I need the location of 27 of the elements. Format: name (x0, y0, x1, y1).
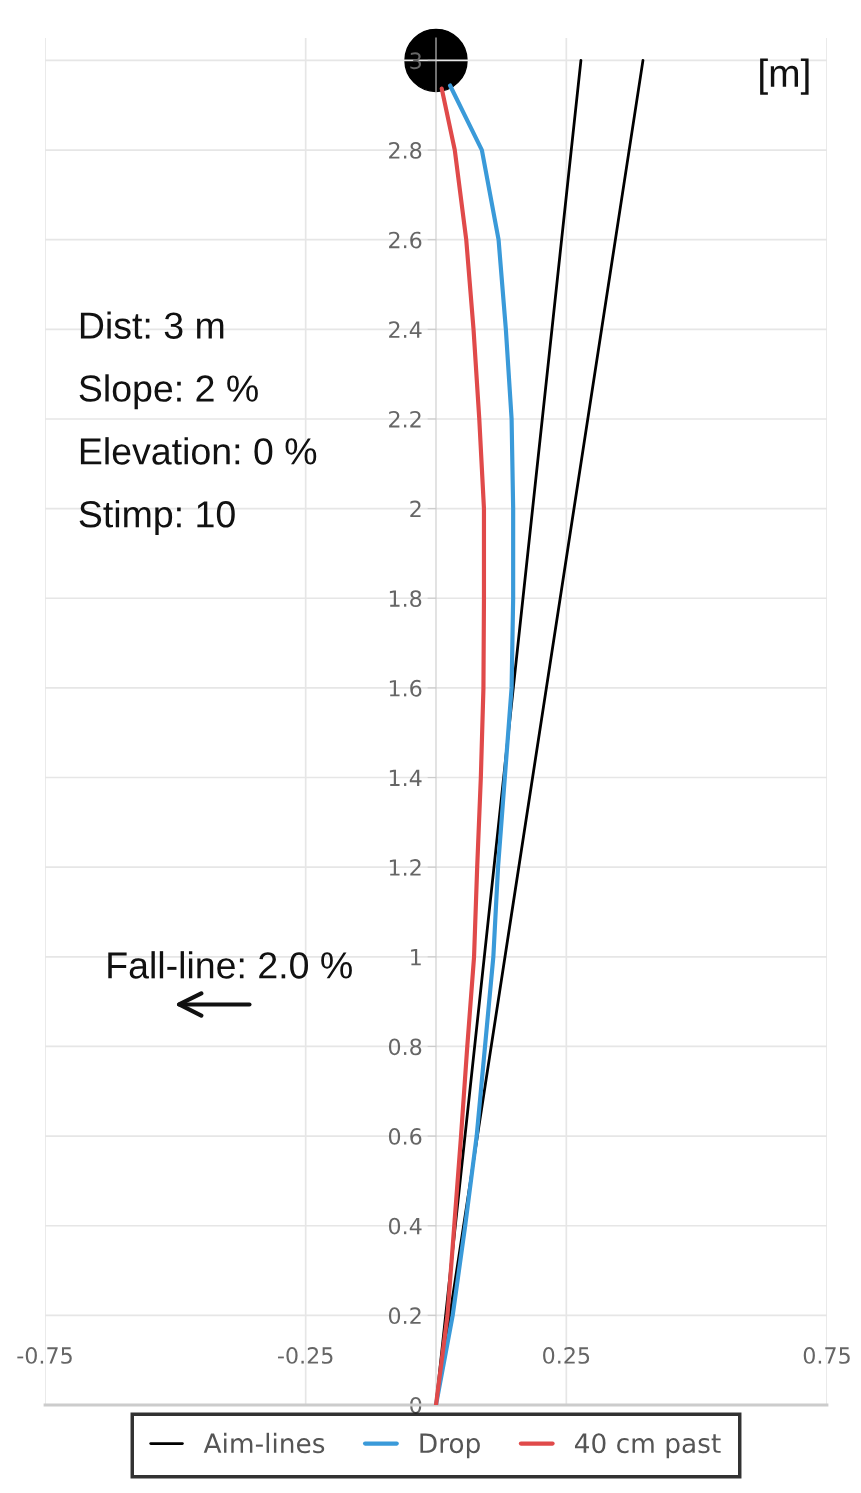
x-tick-label: 0.25 (543, 1347, 590, 1364)
legend-label: Drop (420, 1433, 480, 1459)
y-tick-label: 1 (411, 949, 421, 966)
annotation: Dist: 3 m (80, 311, 224, 339)
y-tick-label: 0.4 (388, 1217, 422, 1235)
y-tick-label: 0.6 (388, 1128, 422, 1145)
annotation: Elevation: 0 % (80, 437, 317, 465)
x-tick-label: -0.75 (17, 1347, 72, 1364)
legend-label: Aim-lines (203, 1432, 325, 1454)
y-tick-label: 1.4 (389, 769, 422, 786)
y-tick-label: 1.6 (389, 679, 422, 697)
y-tick-label: 1.8 (389, 590, 422, 607)
annotation: Fall-line: 2.0 % (108, 951, 352, 979)
y-tick-label: 2 (410, 500, 421, 518)
y-tick-label: 0.2 (388, 1307, 421, 1325)
x-tick-label: -0.25 (278, 1347, 333, 1364)
legend-label: 40 cm past (574, 1433, 721, 1459)
y-tick-label: 2.6 (389, 231, 422, 249)
annotation: Slope: 2 % (79, 374, 258, 410)
annotation: [m] (760, 58, 809, 95)
y-tick-label: 2.2 (389, 410, 421, 428)
y-tick-label: 0.8 (388, 1038, 422, 1056)
annotation: Stimp: 10 (79, 500, 235, 535)
y-tick-label: 2.8 (389, 142, 422, 159)
y-tick-label: 2.4 (389, 321, 422, 338)
x-tick-label: 0.75 (803, 1347, 850, 1364)
y-tick-label: 1.2 (389, 859, 421, 876)
